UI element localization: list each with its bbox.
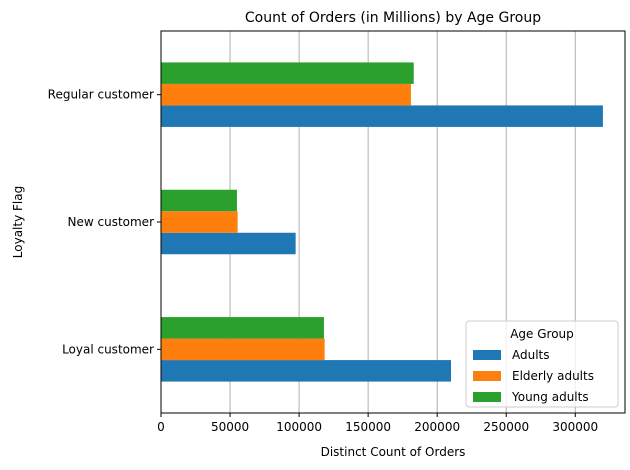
- bar-elderly-adults: [161, 83, 411, 106]
- bar-adults: [161, 232, 296, 255]
- x-tick-label: 250000: [483, 420, 529, 434]
- y-tick-label: Regular customer: [48, 88, 154, 102]
- x-tick-label: 100000: [276, 420, 322, 434]
- y-tick-label: Loyal customer: [62, 342, 154, 356]
- bar-young-adults: [161, 189, 237, 212]
- x-axis-ticks: 0 50000 100000 150000 200000 250000 300000: [157, 413, 598, 434]
- legend-label: Young adults: [511, 390, 589, 404]
- legend-swatch: [473, 371, 501, 381]
- y-axis-ticks: Loyal customer New customer Regular custom…: [48, 88, 161, 356]
- bars: [161, 62, 603, 382]
- x-tick-label: 0: [157, 420, 165, 434]
- legend-swatch: [473, 392, 501, 402]
- legend-title: Age Group: [510, 327, 574, 341]
- bar-elderly-adults: [161, 211, 238, 233]
- legend-label: Adults: [512, 348, 550, 362]
- legend-swatch: [473, 350, 501, 360]
- bar-elderly-adults: [161, 338, 325, 361]
- legend: Age Group Adults Elderly adults Young adul…: [465, 320, 619, 408]
- chart-title: Count of Orders (in Millions) by Age Gro…: [245, 10, 541, 26]
- x-tick-label: 50000: [211, 420, 249, 434]
- y-axis-label: Loyalty Flag: [11, 186, 25, 258]
- bar-adults: [161, 105, 603, 127]
- x-tick-label: 150000: [345, 420, 391, 434]
- bar-adults: [161, 360, 451, 382]
- bar-young-adults: [161, 62, 414, 84]
- bar-young-adults: [161, 317, 324, 339]
- legend-box: [465, 320, 619, 408]
- y-tick-label: New customer: [68, 215, 155, 229]
- x-axis-label: Distinct Count of Orders: [321, 445, 466, 459]
- x-tick-label: 300000: [552, 420, 598, 434]
- legend-label: Elderly adults: [512, 369, 594, 383]
- x-tick-label: 200000: [414, 420, 460, 434]
